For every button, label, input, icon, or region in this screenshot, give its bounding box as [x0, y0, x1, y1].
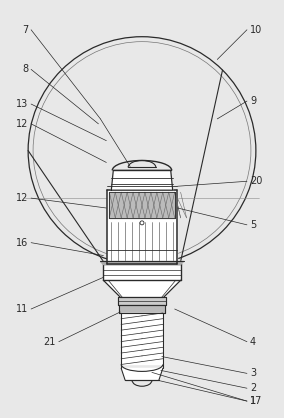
- Polygon shape: [103, 280, 181, 297]
- Text: 12: 12: [16, 193, 28, 203]
- Text: 13: 13: [16, 99, 28, 109]
- Polygon shape: [118, 297, 166, 305]
- Text: 3: 3: [250, 368, 256, 378]
- Text: 20: 20: [250, 176, 262, 186]
- Polygon shape: [119, 305, 165, 313]
- Text: 12: 12: [16, 119, 28, 129]
- Text: 21: 21: [43, 336, 56, 347]
- Polygon shape: [107, 190, 177, 265]
- Polygon shape: [101, 262, 183, 265]
- Text: 5: 5: [250, 220, 256, 230]
- Text: 1: 1: [250, 396, 256, 406]
- Text: 7: 7: [22, 25, 28, 35]
- Text: 10: 10: [250, 25, 262, 35]
- Text: 17: 17: [250, 396, 262, 406]
- Polygon shape: [103, 265, 181, 280]
- Text: 11: 11: [16, 304, 28, 314]
- Text: 8: 8: [22, 64, 28, 74]
- Text: 16: 16: [16, 238, 28, 248]
- Text: 2: 2: [250, 383, 256, 393]
- Text: 9: 9: [250, 96, 256, 106]
- Polygon shape: [109, 192, 175, 218]
- Polygon shape: [121, 313, 163, 364]
- Text: 4: 4: [250, 336, 256, 347]
- Polygon shape: [111, 171, 173, 190]
- Polygon shape: [121, 368, 163, 380]
